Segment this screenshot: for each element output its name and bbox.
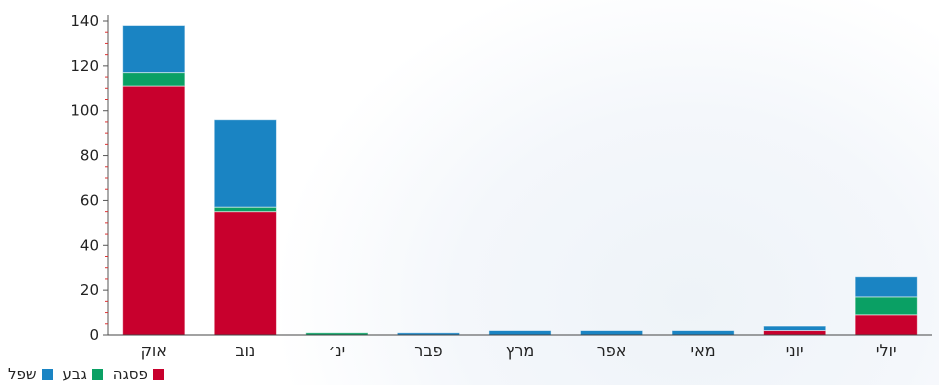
legend-swatch	[41, 368, 53, 380]
x-tick-label: יוני	[786, 341, 804, 360]
bar-segment	[854, 276, 918, 298]
y-tick-label: 120	[70, 57, 99, 75]
y-tick-label: 140	[70, 12, 99, 30]
bar-segment	[213, 119, 277, 208]
x-axis: אוק נוב ינ׳ פבר מרץ אפר מאי יוני יולי	[108, 334, 932, 360]
x-tick-label: אוק	[141, 341, 167, 360]
x-tick-label: פבר	[414, 341, 442, 360]
bar-segment	[122, 85, 186, 336]
y-tick-label: 20	[80, 281, 99, 299]
x-tick-label: מאי	[691, 341, 716, 360]
y-tick-label: 60	[80, 191, 99, 209]
bar-segment	[763, 330, 827, 336]
bar-segment	[579, 330, 644, 336]
legend-item: שפל	[8, 365, 53, 383]
bar-segment	[122, 72, 186, 87]
legend: שפל גבע פסגה	[8, 364, 164, 384]
legend-label: גבע	[62, 365, 87, 383]
bar-segment	[122, 24, 186, 74]
x-tick-label: מרץ	[506, 341, 535, 360]
y-tick-label: 100	[70, 102, 99, 120]
legend-item: פסגה	[113, 365, 164, 383]
bar-segment	[213, 211, 277, 336]
legend-item: גבע	[63, 365, 103, 383]
bars	[122, 24, 918, 336]
y-axis: 0 20 40 60 80 100 120 140	[70, 12, 109, 344]
legend-swatch	[152, 368, 164, 380]
x-tick-label: נוב	[235, 341, 255, 360]
bar-segment	[854, 296, 918, 316]
x-tick-label: יולי	[876, 341, 897, 360]
legend-swatch	[91, 368, 103, 380]
y-tick-label: 0	[89, 326, 99, 344]
bar-segment	[854, 314, 918, 336]
bar-segment	[213, 206, 277, 213]
legend-label: פסגה	[112, 365, 148, 383]
bar-segment	[488, 330, 552, 336]
x-tick-label: אפר	[597, 341, 627, 360]
y-tick-label: 40	[80, 236, 99, 254]
x-tick-label: ינ׳	[329, 341, 346, 360]
y-tick-label: 80	[80, 147, 99, 165]
bar-segment	[763, 325, 827, 332]
bar-segment	[671, 330, 735, 336]
legend-label: שפל	[8, 365, 37, 383]
